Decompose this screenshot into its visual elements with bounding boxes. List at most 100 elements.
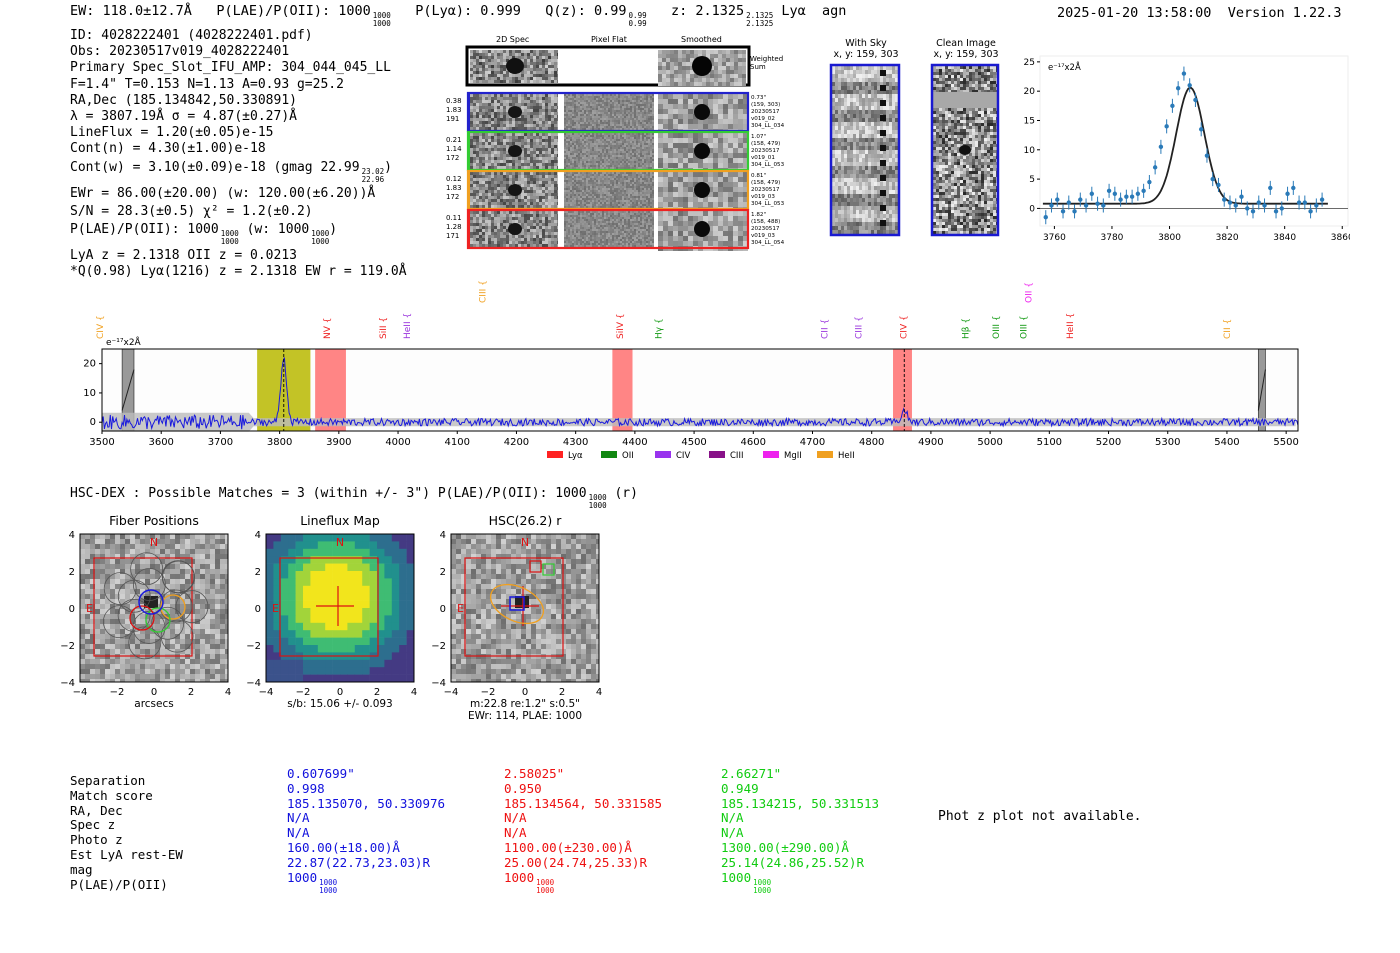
lineflux-cell xyxy=(310,659,319,668)
fit-data-point xyxy=(1106,188,1112,194)
fit-data-point xyxy=(1291,185,1296,191)
lineflux-cell xyxy=(347,600,356,609)
hsc-xtick-label: −4 xyxy=(444,687,459,698)
fit-data-point xyxy=(1078,197,1083,202)
lineflux-cell xyxy=(369,659,378,668)
fit-data-point xyxy=(1314,203,1319,208)
lineflux-cell xyxy=(362,608,370,616)
match-label: P(LAE)/P(OII) xyxy=(70,876,168,892)
lineflux-cell xyxy=(406,622,415,631)
hsc-xtick-label: 2 xyxy=(374,687,380,698)
lineflux-cell xyxy=(391,637,400,646)
lineflux-cell xyxy=(295,630,304,638)
lineflux-cell xyxy=(266,652,274,661)
spectrum-xtick-label: 5500 xyxy=(1273,437,1298,448)
lineflux-cell xyxy=(295,674,304,683)
lineflux-cell xyxy=(280,600,289,609)
lineflux-cell xyxy=(295,615,304,624)
hsc-xtick-label: 0 xyxy=(151,687,157,698)
fiber-circle xyxy=(151,606,185,640)
hsc-source xyxy=(515,596,529,608)
fit-data-point xyxy=(1268,185,1273,191)
lineflux-cell xyxy=(280,674,289,683)
lineflux-cell xyxy=(384,674,393,683)
cutout-row-gap2 xyxy=(654,94,658,130)
lineflux-cell xyxy=(273,659,282,668)
lineflux-cell xyxy=(273,578,282,587)
match-plae-value: 1000 xyxy=(504,869,535,885)
fit-curve xyxy=(1042,86,1328,205)
match-specz: N/A xyxy=(287,810,310,826)
lineflux-cell xyxy=(280,571,289,579)
spectrum-line-label-SiII: SiII { xyxy=(379,317,389,339)
lineflux-cell xyxy=(362,674,370,683)
lineflux-cell xyxy=(266,541,274,550)
fit-data-point xyxy=(1245,206,1250,211)
lineflux-cell xyxy=(406,571,415,579)
match-photoz: N/A xyxy=(721,825,744,841)
lineflux-cell xyxy=(384,556,393,564)
lineflux-cell xyxy=(325,534,333,542)
lineflux-cell xyxy=(295,578,304,587)
info-lineflux: LineFlux = 1.20(±0.05)e-15 xyxy=(70,125,274,141)
spectrum-legend-swatch xyxy=(547,451,563,458)
cutout-row-color-bar xyxy=(467,94,470,130)
lineflux-cell xyxy=(310,600,319,609)
lineflux-cell xyxy=(266,593,274,601)
spectrum-xtick-label: 4300 xyxy=(563,437,588,448)
hsc-east-label: E xyxy=(86,602,93,615)
match-plae: 1000 1000 1000 xyxy=(721,870,879,895)
info-plae: P(LAE)/P(OII): 1000 1000 1000 (w: 1000 1000… xyxy=(70,222,407,246)
cutout-row-2dspec xyxy=(470,94,558,130)
lineflux-cell xyxy=(340,608,348,616)
lineflux-cell xyxy=(377,630,385,638)
match-label: mag xyxy=(70,861,93,877)
fit-data-point xyxy=(1055,197,1060,202)
lineflux-cell xyxy=(310,578,319,587)
hsc-xtick-label: 0 xyxy=(522,687,528,698)
fiber-circle xyxy=(128,626,162,660)
cutout-row-gap2 xyxy=(654,211,658,247)
cutout-row-left-2: 172 xyxy=(446,154,459,162)
lineflux-cell xyxy=(273,652,282,661)
hsc-panel-title: Lineflux Map xyxy=(300,513,380,528)
lineflux-cell xyxy=(347,630,356,638)
spectrum-error-band xyxy=(102,412,1296,432)
lineflux-cell xyxy=(399,615,407,624)
match-radec: 185.134564, 50.331585 xyxy=(504,795,663,811)
lineflux-cell xyxy=(310,608,319,616)
lineflux-cell xyxy=(384,593,393,601)
lineflux-cell xyxy=(406,593,415,601)
lineflux-cell xyxy=(391,556,400,564)
lineflux-cell xyxy=(280,622,289,631)
lineflux-cell xyxy=(317,622,326,631)
lineflux-cell xyxy=(377,556,385,564)
hsc-green-match xyxy=(542,563,555,576)
hsc-ytick-label: 2 xyxy=(440,567,446,578)
lineflux-cell xyxy=(303,659,311,668)
with-sky-frame xyxy=(829,63,901,237)
lineflux-cell xyxy=(340,615,348,624)
hsc-xtick-label: 4 xyxy=(225,687,231,698)
fiber-circle xyxy=(130,552,164,586)
lineflux-cell xyxy=(399,667,407,675)
cutout-row-gap xyxy=(558,172,563,208)
spectrum-xtick-label: 4700 xyxy=(800,437,825,448)
hsc-title-end: (r) xyxy=(614,486,638,501)
lineflux-cell xyxy=(288,548,296,557)
cutout-row-left-0: 0.11 xyxy=(446,214,462,222)
match-label: Est LyA rest-EW xyxy=(70,846,183,862)
lineflux-cell xyxy=(384,585,393,594)
info-contw: Cont(w) = 3.10(±0.09)e-18 (gmag 22.99 23.… xyxy=(70,160,407,184)
lineflux-cell xyxy=(384,534,393,542)
lineflux-cell xyxy=(288,541,296,550)
lineflux-cell xyxy=(317,630,326,638)
fiber-red xyxy=(129,605,155,631)
match-sep: 0.607699" xyxy=(287,766,355,781)
lineflux-cell xyxy=(340,556,348,564)
lineflux-cell xyxy=(391,585,400,594)
lineflux-cell xyxy=(303,541,311,550)
hsc-panel-xlabel2: EWr: 114, PLAE: 1000 xyxy=(468,710,582,722)
lineflux-cell xyxy=(288,667,296,675)
